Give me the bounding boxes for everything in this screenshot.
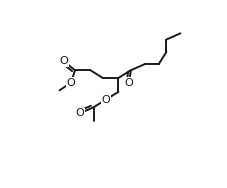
Text: O: O bbox=[59, 56, 67, 66]
Text: O: O bbox=[75, 108, 84, 118]
Text: O: O bbox=[101, 95, 110, 105]
Text: O: O bbox=[124, 78, 133, 88]
Text: O: O bbox=[67, 78, 75, 88]
